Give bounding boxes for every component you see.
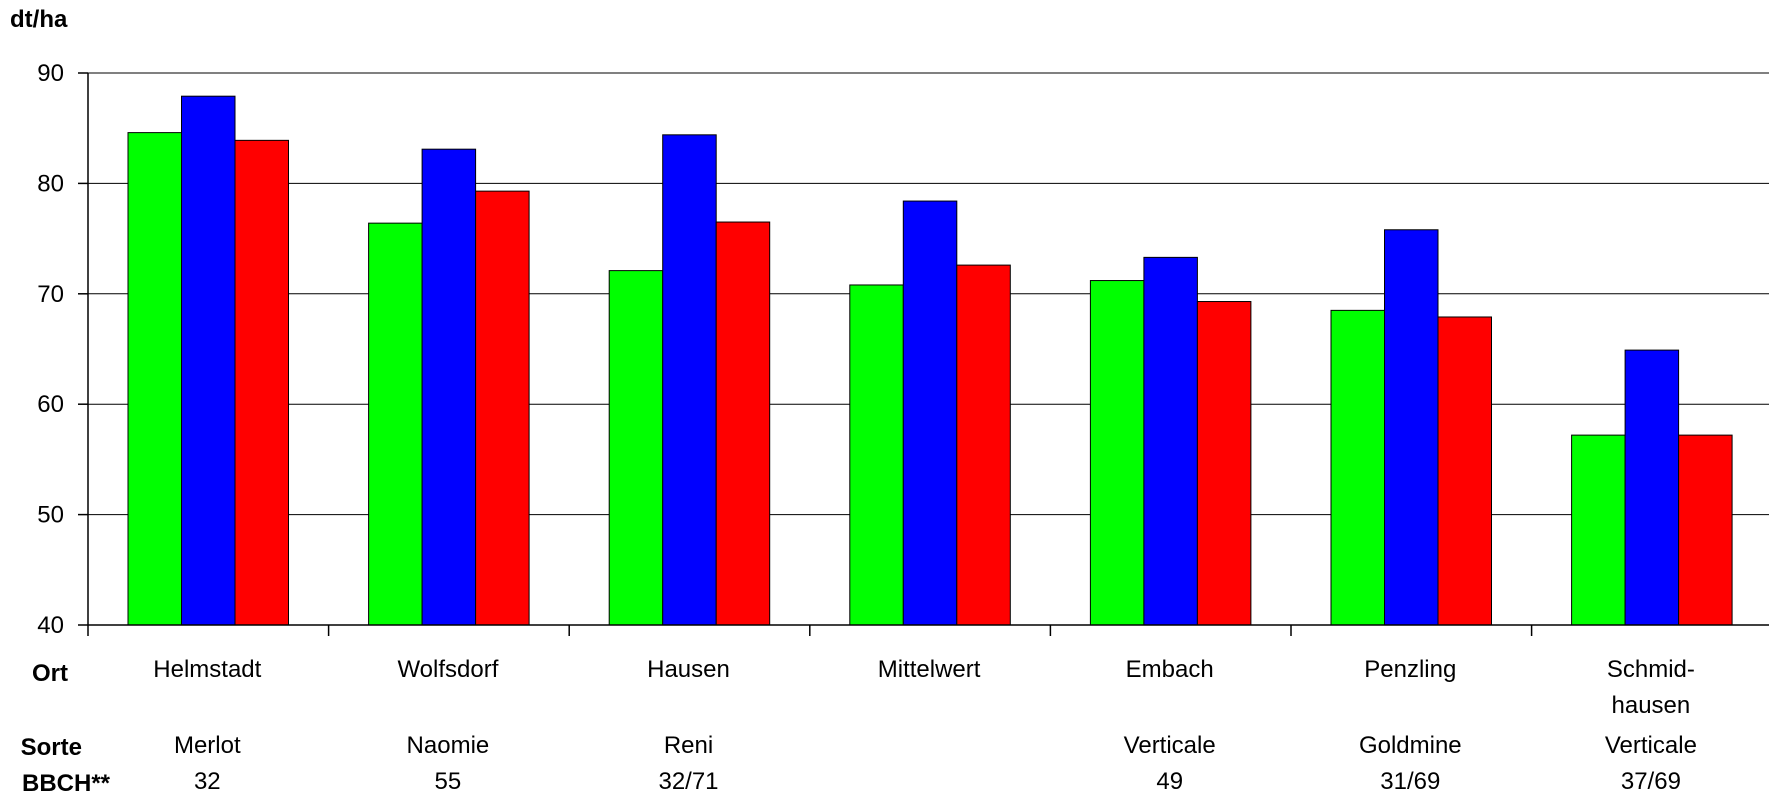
bar-series-3-category-7: [1678, 434, 1733, 626]
y-tick-label: 50: [37, 502, 64, 529]
bar-series-2-category-4: [902, 200, 958, 626]
category-label-bbch: 32/71: [658, 768, 718, 795]
row-label-sorte: Sorte: [21, 734, 82, 761]
category-label-ort: Wolfsdorf: [397, 656, 498, 683]
category-label-ort: Embach: [1126, 656, 1214, 683]
category-label-ort: Mittelwert: [878, 656, 981, 683]
y-tick-label: 60: [37, 391, 64, 418]
bar-series-1-category-6: [1330, 309, 1385, 626]
row-label-bbch: BBCH**: [22, 770, 111, 796]
bar-series-3-category-6: [1437, 316, 1492, 626]
y-axis-unit-label: dt/ha: [10, 6, 68, 33]
y-tick-label: 40: [37, 612, 64, 639]
bar-series-1-category-3: [608, 270, 664, 626]
category-label-sorte: Verticale: [1605, 732, 1697, 759]
y-tick-labels: 40 50 60 70 80 90: [37, 60, 64, 639]
category-label-bbch: 31/69: [1380, 768, 1440, 795]
bar-series-1-category-1: [127, 132, 182, 626]
bar-series-2-category-5: [1143, 256, 1198, 626]
bar-series-1-category-5: [1089, 280, 1145, 626]
bar-series-2-category-3: [662, 134, 717, 626]
category-label-ort: hausen: [1612, 692, 1691, 719]
bar-series-3-category-2: [475, 190, 530, 626]
bar-series-2-category-2: [421, 148, 477, 626]
category-label-bbch: 37/69: [1621, 768, 1681, 795]
category-label-ort: Helmstadt: [153, 656, 261, 683]
row-label-ort: Ort: [32, 660, 68, 687]
category-label-sorte: Goldmine: [1359, 732, 1462, 759]
category-label-sorte: Verticale: [1124, 732, 1216, 759]
category-labels: Helmstadt Merlot 32 Wolfsdorf Naomie 55 Hausen…: [153, 656, 1697, 795]
bar-series-1-category-7: [1571, 434, 1626, 626]
bar-series-1-category-2: [368, 222, 423, 626]
bar-series-2-category-7: [1624, 349, 1680, 626]
category-label-sorte: Naomie: [407, 732, 490, 759]
bars: [127, 95, 1733, 626]
category-label-sorte: Merlot: [174, 732, 241, 759]
bar-series-2-category-1: [181, 95, 236, 626]
category-label-bbch: 32: [194, 768, 221, 795]
y-tick-label: 70: [37, 281, 64, 308]
axes: [78, 72, 1769, 636]
bar-series-3-category-3: [715, 221, 771, 626]
category-label-sorte: Reni: [664, 732, 713, 759]
category-label-ort: Penzling: [1364, 656, 1456, 683]
category-label-bbch: 49: [1156, 768, 1183, 795]
bar-series-3-category-1: [234, 139, 289, 626]
bar-series-2-category-6: [1384, 229, 1439, 626]
y-tick-label: 80: [37, 170, 64, 197]
category-label-ort: Schmid-: [1607, 656, 1695, 683]
bar-series-1-category-4: [849, 284, 904, 626]
category-label-bbch: 55: [435, 768, 462, 795]
bar-series-3-category-5: [1196, 301, 1252, 626]
y-tick-label: 90: [37, 60, 64, 87]
category-label-ort: Hausen: [647, 656, 730, 683]
bar-series-3-category-4: [956, 264, 1011, 626]
